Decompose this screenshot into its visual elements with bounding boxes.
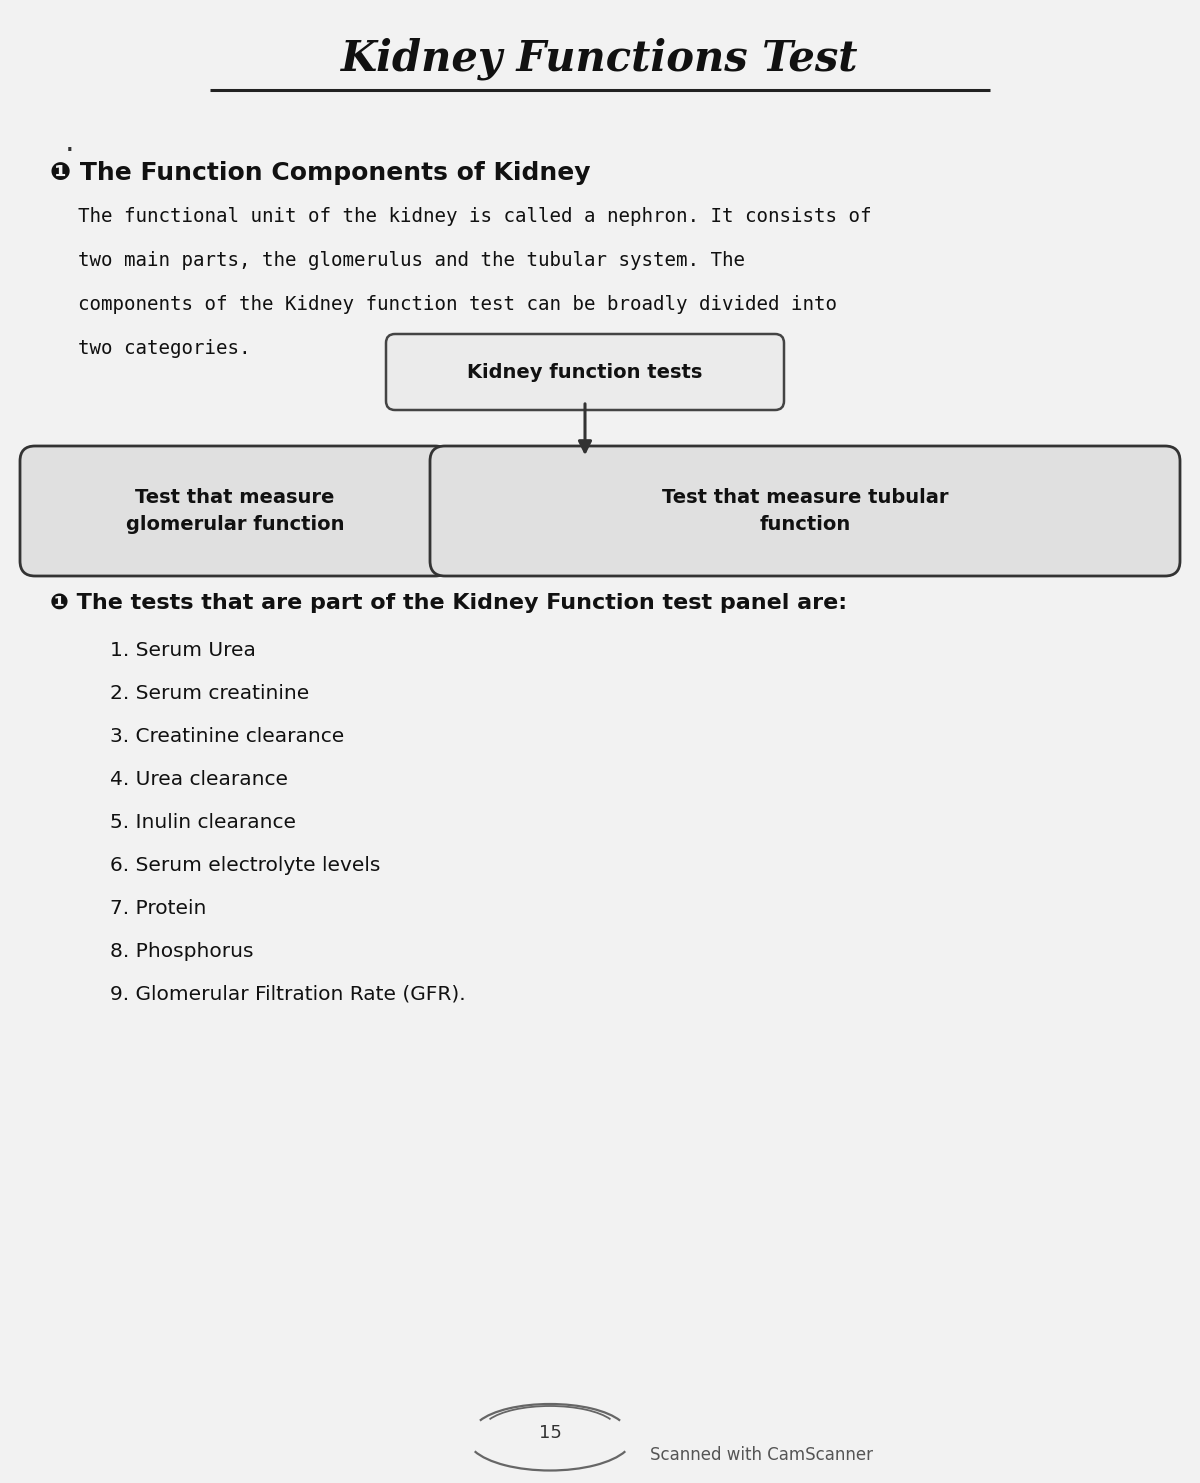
Text: ❶ The tests that are part of the Kidney Function test panel are:: ❶ The tests that are part of the Kidney …	[50, 593, 847, 612]
Text: Kidney Functions Test: Kidney Functions Test	[341, 39, 859, 80]
Text: 9. Glomerular Filtration Rate (GFR).: 9. Glomerular Filtration Rate (GFR).	[110, 985, 466, 1004]
Text: Test that measure tubular
function: Test that measure tubular function	[661, 488, 948, 534]
Text: 5. Inulin clearance: 5. Inulin clearance	[110, 813, 296, 832]
FancyBboxPatch shape	[20, 446, 450, 575]
Text: Kidney function tests: Kidney function tests	[467, 362, 703, 381]
Text: components of the Kidney function test can be broadly divided into: components of the Kidney function test c…	[78, 295, 838, 314]
FancyBboxPatch shape	[386, 334, 784, 409]
Text: two categories.: two categories.	[78, 340, 251, 357]
Text: two main parts, the glomerulus and the tubular system. The: two main parts, the glomerulus and the t…	[78, 251, 745, 270]
Text: Test that measure
glomerular function: Test that measure glomerular function	[126, 488, 344, 534]
Text: ❶ The Function Components of Kidney: ❶ The Function Components of Kidney	[50, 162, 590, 185]
Text: 2. Serum creatinine: 2. Serum creatinine	[110, 684, 310, 703]
Text: 15: 15	[539, 1424, 562, 1441]
Text: 7. Protein: 7. Protein	[110, 899, 206, 918]
Text: The functional unit of the kidney is called a nephron. It consists of: The functional unit of the kidney is cal…	[78, 208, 871, 225]
Text: 6. Serum electrolyte levels: 6. Serum electrolyte levels	[110, 856, 380, 875]
Text: .: .	[65, 128, 74, 157]
Text: 3. Creatinine clearance: 3. Creatinine clearance	[110, 727, 344, 746]
Text: Scanned with CamScanner: Scanned with CamScanner	[650, 1446, 874, 1464]
Text: 4. Urea clearance: 4. Urea clearance	[110, 770, 288, 789]
Text: 8. Phosphorus: 8. Phosphorus	[110, 942, 253, 961]
Text: 1. Serum Urea: 1. Serum Urea	[110, 641, 256, 660]
FancyBboxPatch shape	[430, 446, 1180, 575]
